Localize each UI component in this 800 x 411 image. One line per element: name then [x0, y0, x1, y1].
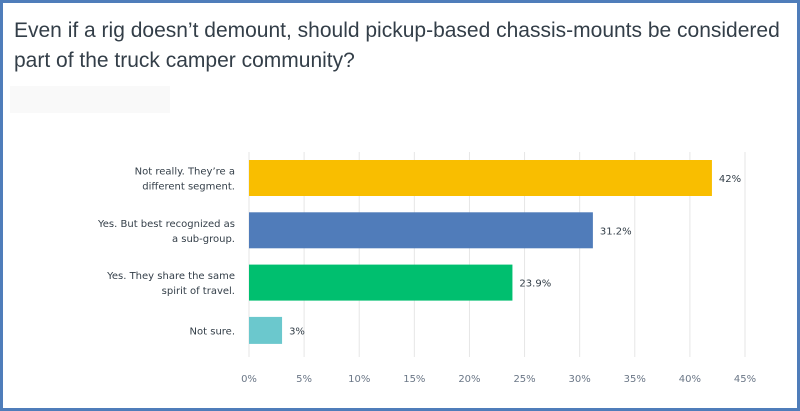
x-tick-label: 30% [569, 374, 591, 385]
value-label: 3% [289, 326, 305, 337]
x-tick-label: 15% [403, 374, 425, 385]
x-tick-label: 35% [624, 374, 646, 385]
value-label: 31.2% [600, 226, 632, 237]
bar [249, 212, 593, 249]
x-tick-label: 45% [734, 374, 756, 385]
blank-placeholder [10, 86, 170, 113]
value-label: 42% [719, 174, 741, 185]
x-tick-label: 40% [679, 374, 701, 385]
bar [249, 264, 513, 301]
category-label: spirit of travel. [162, 286, 235, 297]
category-label: different segment. [142, 182, 235, 193]
category-label: Not sure. [190, 326, 235, 337]
category-label: Not really. They’re a [135, 167, 235, 178]
x-tick-label: 5% [296, 374, 312, 385]
category-label: a sub-group. [172, 234, 235, 245]
x-tick-label: 0% [241, 374, 257, 385]
x-tick-label: 20% [458, 374, 480, 385]
category-label: Yes. But best recognized as [97, 219, 235, 230]
bar [249, 160, 712, 196]
x-tick-label: 10% [348, 374, 370, 385]
bar [249, 316, 283, 344]
chart-title: Even if a rig doesn’t demount, should pi… [14, 19, 780, 72]
x-tick-label: 25% [513, 374, 535, 385]
value-label: 23.9% [519, 279, 551, 290]
category-label: Yes. They share the same [106, 271, 235, 282]
